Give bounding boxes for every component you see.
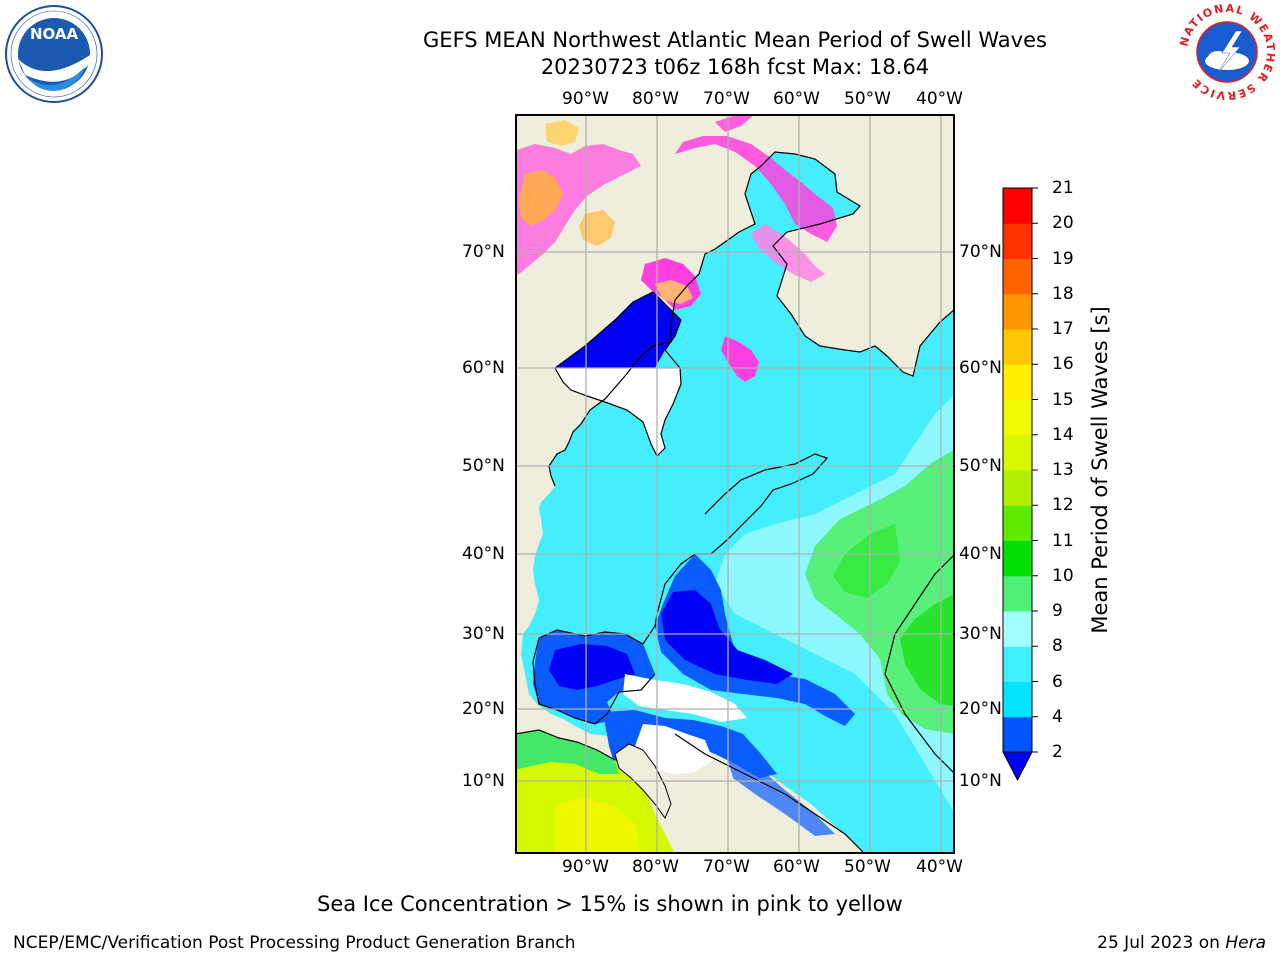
colorbar-bin — [1003, 716, 1032, 753]
lon-label-bottom-50w: 50°W — [844, 857, 891, 877]
colorbar-tick-label: 13 — [1052, 460, 1074, 480]
lat-label-right-70n: 70°N — [959, 242, 1002, 262]
sea-ice-note: Sea Ice Concentration > 15% is shown in … — [317, 892, 903, 916]
graticule — [515, 114, 955, 854]
colorbar — [995, 180, 1045, 790]
lon-label-top-50w: 50°W — [844, 89, 891, 109]
lat-label-left-60n: 60°N — [462, 358, 505, 378]
colorbar-bin — [1003, 575, 1032, 612]
lat-label-left-40n: 40°N — [462, 544, 505, 564]
colorbar-bin — [1003, 293, 1032, 330]
lat-label-right-60n: 60°N — [959, 358, 1002, 378]
lat-label-right-50n: 50°N — [959, 456, 1002, 476]
colorbar-bin — [1003, 223, 1032, 259]
lon-label-top-90w: 90°W — [562, 89, 609, 109]
lon-label-bottom-80w: 80°W — [632, 857, 679, 877]
colorbar-bin — [1003, 470, 1032, 506]
colorbar-bin — [1003, 434, 1032, 471]
sea-ice-yellow-2 — [545, 120, 579, 146]
ocean-swell-carib-light — [725, 750, 835, 836]
colorbar-tick-label: 17 — [1052, 319, 1074, 339]
nws-logo: NATIONAL WEATHER SERVICE — [1177, 2, 1276, 102]
lon-label-top-40w: 40°W — [916, 89, 963, 109]
colorbar-tick-label: 21 — [1052, 178, 1074, 198]
colorbar-bin — [1003, 364, 1032, 400]
colorbar-label-wrap: Mean Period of Swell Waves [s] — [1085, 190, 1115, 750]
ocean-swell-gulf-deep — [549, 644, 635, 690]
sea-ice-baffin — [675, 136, 837, 242]
ocean-swell-blue-deep — [661, 590, 793, 684]
colorbar-bin — [1003, 329, 1032, 365]
footer-date: 25 Jul 2023 on Hera — [1097, 933, 1266, 953]
lat-label-right-20n: 20°N — [959, 699, 1002, 719]
colorbar-graphic — [1002, 187, 1038, 782]
colorbar-tick-label: 9 — [1052, 601, 1063, 621]
lat-label-left-50n: 50°N — [462, 456, 505, 476]
map-frame — [515, 114, 955, 854]
no-data-caribbean — [635, 724, 713, 774]
sea-ice-yellow-1 — [519, 170, 563, 226]
lon-label-bottom-90w: 90°W — [562, 857, 609, 877]
colorbar-bin — [1003, 188, 1032, 224]
lon-label-bottom-40w: 40°W — [916, 857, 963, 877]
colorbar-bin — [1003, 681, 1032, 718]
colorbar-tick-label: 20 — [1052, 213, 1074, 234]
colorbar-bin — [1003, 540, 1032, 577]
colorbar-bin — [1003, 646, 1032, 682]
lon-label-top-60w: 60°W — [773, 89, 820, 109]
colorbar-tick-label: 8 — [1052, 636, 1063, 657]
map-panel — [514, 114, 956, 855]
sea-ice-hudson-strait — [721, 336, 759, 382]
lon-label-bottom-60w: 60°W — [773, 857, 820, 877]
colorbar-tick-label: 10 — [1052, 565, 1074, 586]
colorbar-tick-label: 4 — [1052, 706, 1063, 727]
footer-branch: NCEP/EMC/Verification Post Processing Pr… — [13, 933, 576, 953]
colorbar-bin — [1003, 611, 1032, 647]
colorbar-tick-label: 2 — [1052, 742, 1063, 762]
ocean-swell-green-mid — [833, 524, 900, 598]
lat-label-right-10n: 10°N — [959, 771, 1002, 791]
colorbar-label: Mean Period of Swell Waves [s] — [1088, 306, 1112, 634]
noaa-logo: NOAA — [5, 5, 103, 103]
footer-machine: Hera — [1225, 933, 1266, 953]
lat-label-left-20n: 20°N — [462, 699, 505, 719]
sea-ice-north — [715, 114, 755, 132]
colorbar-tick-label: 18 — [1052, 283, 1074, 304]
colorbar-bin — [1003, 505, 1032, 541]
lat-label-right-30n: 30°N — [959, 624, 1002, 644]
sea-ice-yellow-4 — [655, 280, 693, 304]
footer-date-text: 25 Jul 2023 on — [1097, 933, 1226, 953]
chart-title: GEFS MEAN Northwest Atlantic Mean Period… — [423, 28, 1047, 52]
colorbar-bin — [1003, 258, 1032, 295]
colorbar-tick-label: 6 — [1052, 671, 1063, 692]
sea-ice-baffin-pink — [751, 224, 825, 282]
lat-label-left-10n: 10°N — [462, 771, 505, 791]
ocean-swell-pacific-yellow — [555, 798, 641, 854]
colorbar-bin — [1003, 399, 1032, 436]
coastlines — [514, 151, 956, 855]
colorbar-extend-arrow — [1002, 751, 1033, 782]
lat-label-left-30n: 30°N — [462, 624, 505, 644]
lat-label-right-40n: 40°N — [959, 544, 1002, 564]
colorbar-tick-label: 12 — [1052, 495, 1074, 516]
colorbar-tick-label: 15 — [1052, 389, 1074, 410]
ocean-swell-blue-atl — [655, 554, 855, 726]
lon-label-bottom-70w: 70°W — [703, 857, 750, 877]
lon-label-top-80w: 80°W — [632, 89, 679, 109]
lon-label-top-70w: 70°W — [703, 89, 750, 109]
chart-subtitle: 20230723 t06z 168h fcst Max: 18.64 — [540, 55, 930, 79]
noaa-logo-text: NOAA — [30, 25, 79, 43]
colorbar-tick-label: 19 — [1052, 248, 1074, 269]
colorbar-ticks: 2 4 6 8 9 10 11 12 13 14 15 16 17 18 19 20 21 — [1050, 178, 1090, 790]
no-data-bahamas — [623, 674, 747, 722]
sea-ice-yellow-3 — [579, 210, 615, 246]
lat-label-left-70n: 70°N — [462, 242, 505, 262]
colorbar-tick-label: 11 — [1052, 530, 1074, 551]
colorbar-tick-label: 16 — [1052, 354, 1074, 375]
colorbar-tick-label: 14 — [1052, 424, 1074, 445]
ocean-swell-pacific-green — [515, 730, 619, 774]
